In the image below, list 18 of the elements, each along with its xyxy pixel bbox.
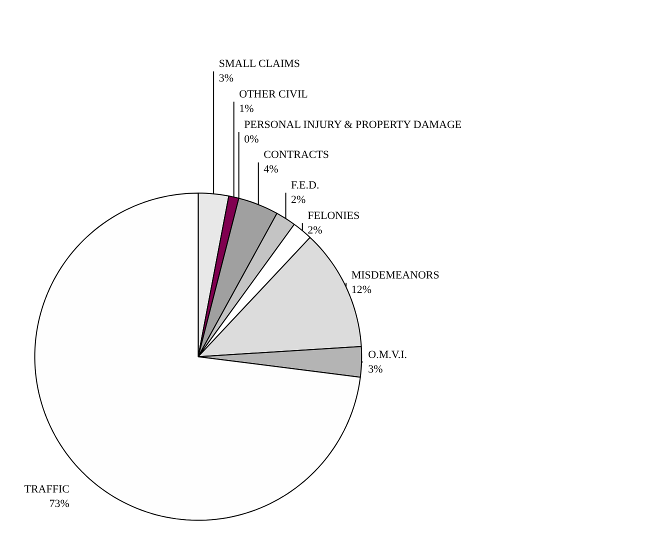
- data-label: 3%: [368, 363, 383, 376]
- data-label: 2%: [291, 194, 306, 206]
- slice-label: FELONIES: [308, 210, 360, 222]
- category-label: PERSONAL INJURY & PROPERTY DAMAGE: [244, 118, 462, 131]
- data-label: 2%: [308, 224, 322, 236]
- slice-label: TRAFFIC: [24, 484, 70, 496]
- data-label: 3%: [218, 72, 234, 85]
- slice-label: MISDEMEANORS: [351, 270, 440, 282]
- slice-label: F.E.D.: [291, 180, 320, 192]
- text: 0%: [244, 133, 259, 146]
- slice-label: CONTRACTS: [264, 149, 330, 162]
- slice-label: SMALL CLAIMS: [218, 58, 300, 70]
- slice-label: OTHER CIVIL: [239, 88, 308, 101]
- data-label: 12%: [351, 284, 372, 296]
- slice-label: O.M.V.I.: [368, 348, 408, 361]
- data-label: 4%: [264, 164, 278, 176]
- data-label: 1%: [239, 102, 254, 115]
- data-label: 73%: [49, 498, 70, 510]
